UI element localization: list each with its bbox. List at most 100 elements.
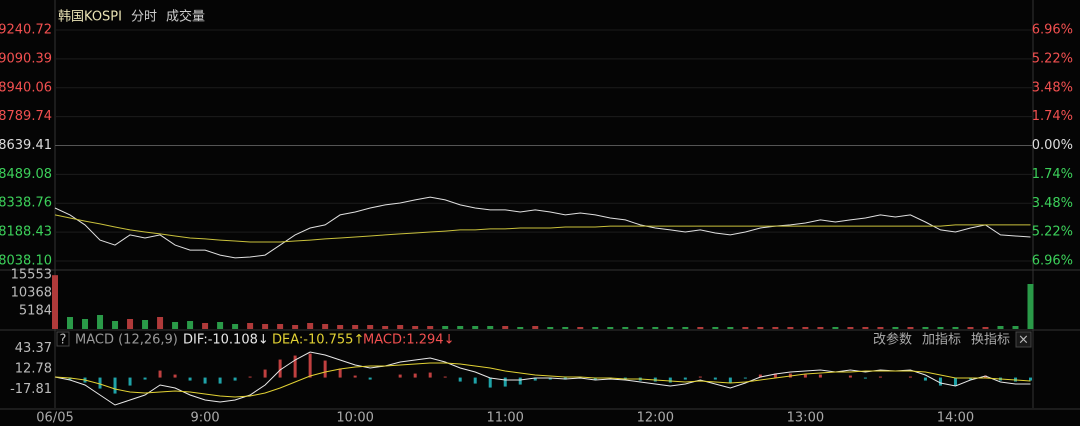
volume-bar <box>217 322 224 329</box>
volume-bar <box>262 324 269 329</box>
volume-bar <box>757 327 764 329</box>
tab[interactable]: 成交量 <box>166 9 205 25</box>
volume-bar <box>532 326 539 329</box>
series-line <box>54 214 1031 243</box>
y-tick-label: -17.81 <box>10 382 52 397</box>
macd-bar <box>518 377 522 385</box>
macd-bar <box>173 374 177 378</box>
indicator-title: MACD (12,26,9) <box>75 333 178 348</box>
macd-bar <box>203 377 207 384</box>
macd-bar <box>278 359 282 378</box>
x-tick-label: 11:00 <box>486 411 523 426</box>
y-tick-label: 5184 <box>19 304 52 319</box>
help-button[interactable]: ? <box>60 333 67 348</box>
volume-bar <box>577 327 584 329</box>
macd-bar <box>593 377 597 380</box>
close-box <box>1015 331 1032 348</box>
macd-bar <box>413 373 417 378</box>
volume-bar <box>142 320 149 329</box>
close-button[interactable]: × <box>1018 333 1029 348</box>
volume-bar <box>742 327 749 329</box>
help-box <box>56 331 70 347</box>
macd-bar <box>548 377 552 380</box>
toolbar-button[interactable]: 换指标 <box>971 333 1010 348</box>
volume-bar <box>247 323 254 329</box>
y-tick-label: 12.78 <box>15 362 52 377</box>
macd-bar <box>983 375 987 378</box>
volume-bar <box>772 327 779 329</box>
volume-bar <box>322 324 329 329</box>
volume-bar <box>832 327 839 329</box>
volume-bar <box>637 327 644 329</box>
macd-bar <box>248 376 252 378</box>
volume-bar <box>457 326 464 329</box>
legend-entry: MACD:1.294↓ <box>363 333 454 348</box>
y-tick-label: 8038.10 <box>0 254 52 269</box>
volume-bar <box>967 327 974 329</box>
volume-bar <box>712 327 719 329</box>
volume-bar <box>802 327 809 329</box>
macd-bar <box>743 377 747 379</box>
macd-bar <box>158 370 162 378</box>
y2-tick-label: 6.96% <box>1032 254 1073 269</box>
macd-bar <box>758 374 762 378</box>
volume-bar <box>1012 326 1019 329</box>
volume-bar <box>112 321 119 329</box>
macd-bar <box>188 377 192 381</box>
macd-bar <box>923 377 927 381</box>
y2-tick-label: 0.00% <box>1032 138 1073 153</box>
volume-bar <box>52 275 58 329</box>
y2-tick-label: 3.48% <box>1032 196 1073 211</box>
volume-bar <box>82 319 89 329</box>
volume-bar <box>157 317 164 329</box>
volume-bar <box>982 327 989 329</box>
legend-entry: DEA:-10.755↑ <box>272 333 364 348</box>
macd-bar <box>938 377 942 386</box>
macd-bar <box>428 372 432 378</box>
chart-title: 韩国KOSPI <box>58 10 122 25</box>
y-tick-label: 15553 <box>11 268 52 283</box>
volume-bar <box>652 327 659 329</box>
volume-bar <box>727 327 734 329</box>
macd-bar <box>353 375 357 378</box>
volume-bar <box>892 327 899 329</box>
macd-bar <box>398 374 402 378</box>
y-tick-label: 8789.74 <box>0 109 52 124</box>
y-tick-label: 8188.43 <box>0 225 52 240</box>
toolbar-button[interactable]: 改参数 <box>873 332 912 348</box>
volume-bar <box>442 326 449 329</box>
macd-bar <box>1028 377 1032 381</box>
x-tick-label: 14:00 <box>937 411 974 426</box>
x-tick-label: 13:00 <box>787 411 824 426</box>
macd-bar <box>143 377 147 380</box>
macd-bar <box>698 376 702 378</box>
volume-bar <box>367 325 374 329</box>
y-tick-label: 43.37 <box>15 341 52 356</box>
tab[interactable]: 分时 <box>131 10 157 25</box>
volume-bar <box>817 327 824 329</box>
volume-bar <box>847 327 854 329</box>
y2-tick-label: 3.48% <box>1032 80 1073 95</box>
macd-bar <box>818 374 822 378</box>
volume-bar <box>997 326 1004 329</box>
volume-bar <box>67 317 74 329</box>
volume-bar <box>352 325 359 329</box>
macd-bar <box>773 373 777 378</box>
volume-bar <box>277 324 284 329</box>
macd-bar <box>728 377 732 383</box>
volume-bar <box>97 315 104 329</box>
y-tick-label: 10368 <box>11 286 52 301</box>
y2-tick-label: 5.22% <box>1032 51 1073 66</box>
macd-bar <box>863 377 867 379</box>
macd-bar <box>473 377 477 384</box>
toolbar-button[interactable]: 加指标 <box>922 333 961 348</box>
volume-bar <box>337 325 344 329</box>
volume-bar <box>307 323 314 329</box>
x-tick-label: 9:00 <box>190 411 219 426</box>
macd-bar <box>713 377 717 380</box>
volume-bar <box>952 327 959 329</box>
y2-tick-label: 5.22% <box>1032 225 1073 240</box>
series-line <box>54 196 1031 259</box>
volume-bar <box>202 323 209 329</box>
